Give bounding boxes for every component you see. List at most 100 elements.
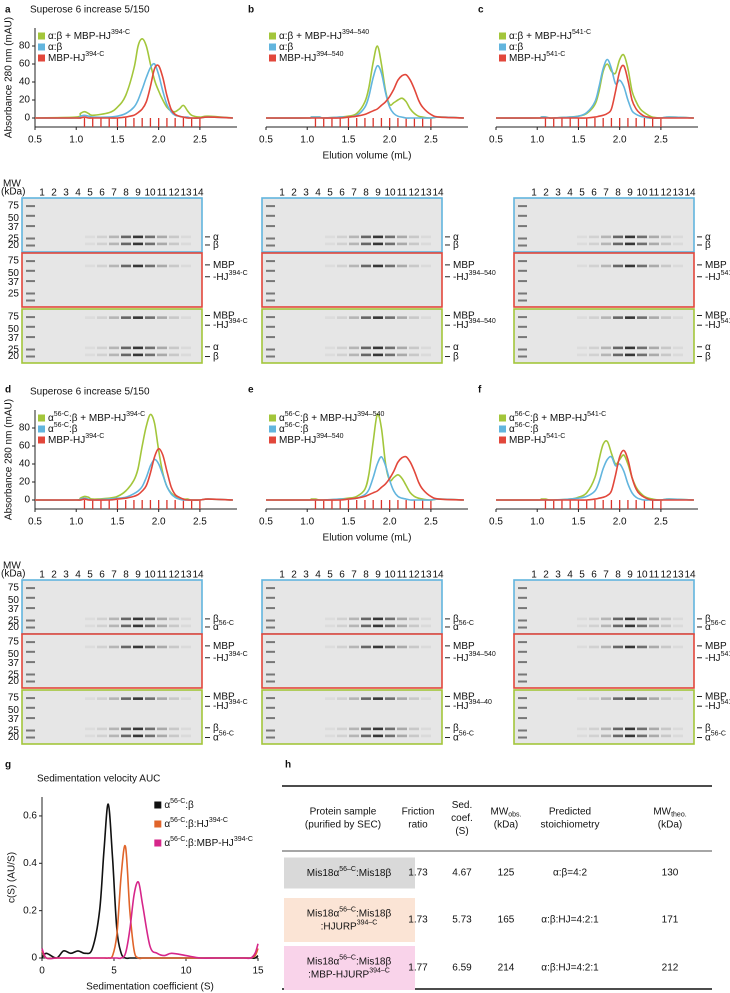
gel-band	[97, 316, 107, 319]
lane-number: 3	[555, 188, 561, 199]
lane-number: 7	[603, 188, 609, 199]
gel-band	[157, 264, 167, 268]
gel-label-part: MBP	[453, 310, 475, 321]
legend-swatch	[499, 54, 506, 62]
x-tick-label: 1.0	[300, 517, 314, 528]
x-tick-label: 15	[252, 966, 264, 977]
gel-band	[625, 235, 635, 239]
gel-band	[133, 242, 143, 246]
legend-label-part: :β:MBP-HJ	[185, 838, 234, 849]
gel-band	[145, 697, 155, 700]
gel-band	[649, 264, 659, 268]
legend-label-part: 394-C	[85, 433, 104, 440]
gel-band	[577, 617, 587, 621]
gel-label: MBP	[213, 310, 235, 321]
table-cell: 5.73	[452, 915, 472, 926]
gel-band	[337, 242, 347, 246]
gel-band	[325, 624, 335, 628]
gel-band	[97, 624, 107, 628]
gel-band	[325, 617, 335, 621]
ladder-label: 75	[8, 256, 20, 267]
panel-label: g	[5, 760, 11, 771]
legend-label-part: α	[164, 819, 170, 830]
gel-band	[625, 697, 635, 700]
x-tick-label: 2.0	[152, 135, 166, 146]
table-header-part: MW	[653, 806, 671, 817]
y-tick-label: 0	[24, 495, 30, 506]
gel-band	[133, 645, 143, 649]
legend-label-part: α:β	[509, 42, 524, 53]
gel-band	[673, 734, 683, 738]
gel-band	[349, 316, 359, 319]
gel-label-part: β	[213, 722, 219, 733]
gel-band	[661, 697, 671, 700]
gel-band	[589, 316, 599, 319]
gel-band	[85, 264, 95, 268]
gel-band	[361, 734, 371, 738]
gel-band	[325, 353, 335, 357]
ladder-band	[266, 260, 275, 263]
gel-band	[409, 645, 419, 649]
legend-label: α56-C:β:MBP-HJ394-C	[164, 836, 253, 849]
gel-band	[157, 242, 167, 246]
gel-label: β	[705, 614, 711, 625]
table-cell: α:β:HJ=4:2:1	[541, 963, 599, 974]
ladder-band	[518, 292, 527, 295]
gel-label: MBP	[453, 641, 475, 652]
x-tick-label: 0.5	[259, 135, 273, 146]
ladder-band	[26, 292, 35, 295]
gel-band	[181, 624, 191, 628]
lane-number: 4	[315, 188, 321, 199]
ladder-label: 25	[8, 726, 20, 737]
gel-label-part: β	[453, 240, 459, 251]
x-tick-label: 2.0	[613, 517, 627, 528]
gel-image	[21, 633, 203, 689]
lane-number: 4	[315, 570, 321, 581]
x-tick-label: 10	[180, 966, 192, 977]
lane-number: 9	[135, 570, 141, 581]
gel-band	[109, 727, 119, 731]
x-tick-label: 2.0	[613, 135, 627, 146]
lane-number: 10	[144, 570, 156, 581]
gel-label-part: MBP	[213, 691, 235, 702]
legend-swatch	[38, 32, 45, 40]
ladder-band	[266, 325, 275, 328]
lane-number: 12	[168, 188, 180, 199]
gel-image	[21, 689, 203, 745]
gel-label: α56-C	[705, 730, 726, 743]
x-tick-label: 1.5	[341, 517, 355, 528]
gel-label-part: α	[453, 732, 459, 743]
legend-label: α56-C:β + MBP-HJ541-C	[509, 411, 606, 424]
table-header-part: MW	[490, 806, 508, 817]
legend-label: MBP-HJ541-C	[509, 433, 565, 446]
ladder-band	[266, 736, 275, 739]
gel-band	[577, 316, 587, 319]
ladder-label: 37	[8, 658, 20, 669]
gel-band	[97, 645, 107, 649]
table-cell: 165	[498, 915, 515, 926]
gel-band	[97, 242, 107, 246]
gel-band	[349, 242, 359, 246]
gel-band	[421, 264, 431, 268]
gel-band	[649, 645, 659, 649]
gel-image	[513, 689, 695, 745]
gel-band	[109, 235, 119, 239]
legend-label-part: 394-C	[126, 411, 145, 418]
lane-number: 11	[157, 188, 168, 199]
gel-band	[589, 235, 599, 239]
sample-name-part: 394–C	[369, 967, 390, 974]
legend-swatch	[269, 32, 276, 40]
ladder-band	[26, 680, 35, 683]
gel-band	[85, 645, 95, 649]
gel-band	[349, 734, 359, 738]
lane-number: 9	[627, 570, 633, 581]
gel-band	[589, 697, 599, 700]
table-header: ratio	[408, 819, 428, 830]
gel-label: MBP	[705, 310, 727, 321]
gel-band	[325, 734, 335, 738]
lane-number: 6	[339, 570, 345, 581]
lane-number: 4	[75, 188, 81, 199]
gel-band	[181, 264, 191, 268]
gel-label: -HJ394–540	[453, 318, 496, 331]
lane-number: 6	[591, 570, 597, 581]
